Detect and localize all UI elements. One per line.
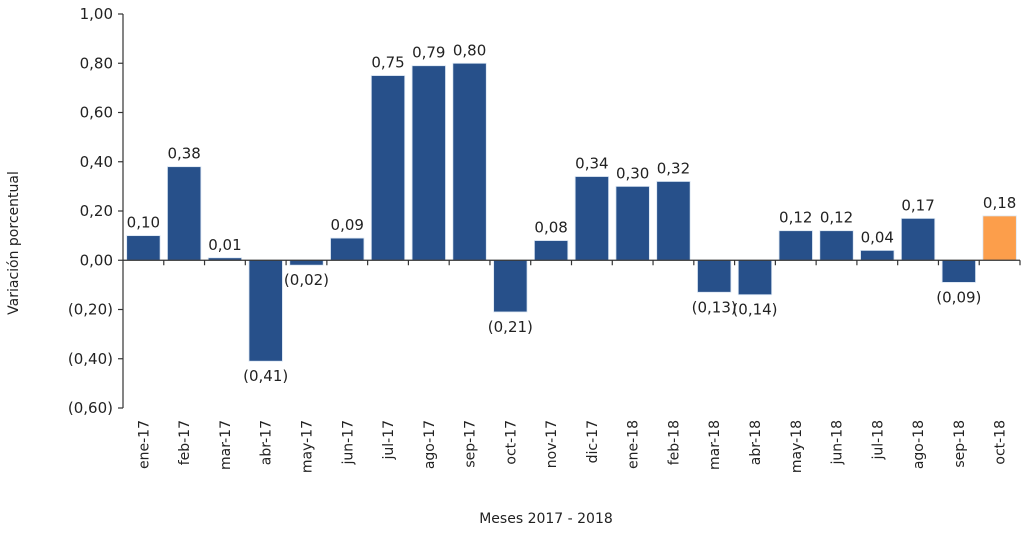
- bar-jul-18: [860, 249, 895, 261]
- bar-sep-18: [941, 259, 976, 283]
- bars-group: [126, 62, 1017, 362]
- bar-jun-17: [330, 237, 365, 261]
- x-tick-label: oct-17: [503, 420, 519, 465]
- bar-mar-18: [697, 259, 732, 293]
- bar-feb-17: [167, 166, 202, 261]
- bar-ene-17: [126, 235, 161, 261]
- data-label-jun-17: 0,09: [331, 216, 364, 234]
- data-label-abr-17: (0,41): [243, 367, 288, 385]
- x-tick-label: ene-17: [136, 420, 152, 469]
- bar-ago-17: [411, 65, 446, 261]
- x-tick-label: oct-18: [993, 420, 1009, 465]
- bar-jun-18: [819, 230, 854, 261]
- data-label-oct-17: (0,21): [488, 318, 533, 336]
- x-tick-label: feb-17: [177, 420, 193, 465]
- x-tick-label: mar-17: [218, 420, 234, 470]
- bar-may-18: [778, 230, 813, 261]
- y-tick-label: (0,60): [68, 399, 113, 417]
- x-tick-label: may-17: [299, 420, 315, 473]
- bar-ene-18: [615, 185, 650, 261]
- x-tick-label: sep-18: [952, 420, 968, 468]
- data-label-feb-17: 0,38: [167, 145, 200, 163]
- data-label-ene-17: 0,10: [127, 214, 160, 232]
- data-label-dic-17: 0,34: [575, 155, 608, 173]
- bar-oct-18: [982, 215, 1017, 261]
- bar-abr-18: [737, 259, 773, 296]
- x-axis-title: Meses 2017 - 2018: [479, 511, 613, 527]
- x-tick-label: mar-18: [707, 420, 723, 470]
- y-tick-label: 0,80: [80, 54, 113, 72]
- data-label-oct-18: 0,18: [983, 194, 1016, 212]
- x-tick-label: abr-18: [748, 420, 764, 465]
- y-tick-label: (0,20): [68, 301, 113, 319]
- data-label-mar-17: 0,01: [208, 236, 241, 254]
- x-tick-label: ago-17: [422, 420, 438, 469]
- data-label-may-18: 0,12: [779, 209, 812, 227]
- data-label-nov-17: 0,08: [534, 219, 567, 237]
- axes-group: [118, 13, 1021, 409]
- data-label-mar-18: (0,13): [692, 298, 737, 316]
- data-label-abr-18: (0,14): [732, 301, 777, 319]
- x-tick-label: feb-18: [666, 420, 682, 465]
- data-label-sep-17: 0,80: [453, 41, 486, 59]
- x-tick-label: dic-17: [585, 420, 601, 463]
- x-tick-label: jun-17: [340, 420, 356, 466]
- data-label-jun-18: 0,12: [820, 209, 853, 227]
- data-label-ene-18: 0,30: [616, 164, 649, 182]
- bar-oct-17: [493, 259, 528, 313]
- data-label-ago-18: 0,17: [901, 196, 934, 214]
- data-label-sep-18: (0,09): [936, 288, 981, 306]
- y-tick-label: 0,00: [80, 251, 113, 269]
- bar-ago-18: [900, 217, 936, 261]
- y-tick-label: (0,40): [68, 350, 113, 368]
- data-label-feb-18: 0,32: [657, 159, 690, 177]
- bar-jul-17: [370, 75, 406, 261]
- data-label-ago-17: 0,79: [412, 44, 445, 62]
- bar-nov-17: [533, 240, 569, 261]
- x-tick-label: ago-18: [911, 420, 927, 469]
- x-tick-label: abr-17: [259, 420, 275, 465]
- bar-abr-17: [248, 259, 283, 362]
- y-tick-label: 0,60: [80, 104, 113, 122]
- x-tick-label: sep-17: [463, 420, 479, 468]
- bar-feb-18: [656, 181, 691, 261]
- x-tick-label: jun-18: [830, 420, 846, 466]
- bar-may-17: [289, 259, 324, 266]
- bar-dic-17: [574, 176, 610, 261]
- x-tick-label: nov-17: [544, 420, 560, 468]
- y-tick-label: 0,20: [80, 202, 113, 220]
- y-tick-label: 1,00: [80, 5, 113, 23]
- data-label-jul-17: 0,75: [371, 54, 404, 72]
- data-label-jul-18: 0,04: [861, 228, 894, 246]
- x-tick-label: ene-18: [626, 420, 642, 469]
- y-axis-title: Variación porcentual: [6, 171, 22, 315]
- bar-sep-17: [452, 62, 487, 261]
- x-tick-label: jul-17: [381, 420, 397, 461]
- x-tick-label: jul-18: [870, 420, 886, 461]
- y-tick-label: 0,40: [80, 153, 113, 171]
- labels-group: 0,10 0,38 0,01 (0,41) (0,02) 0,09 0,75 0,79 0,80…: [68, 5, 1016, 473]
- data-label-may-17: (0,02): [284, 271, 329, 289]
- x-tick-label: may-18: [789, 420, 805, 473]
